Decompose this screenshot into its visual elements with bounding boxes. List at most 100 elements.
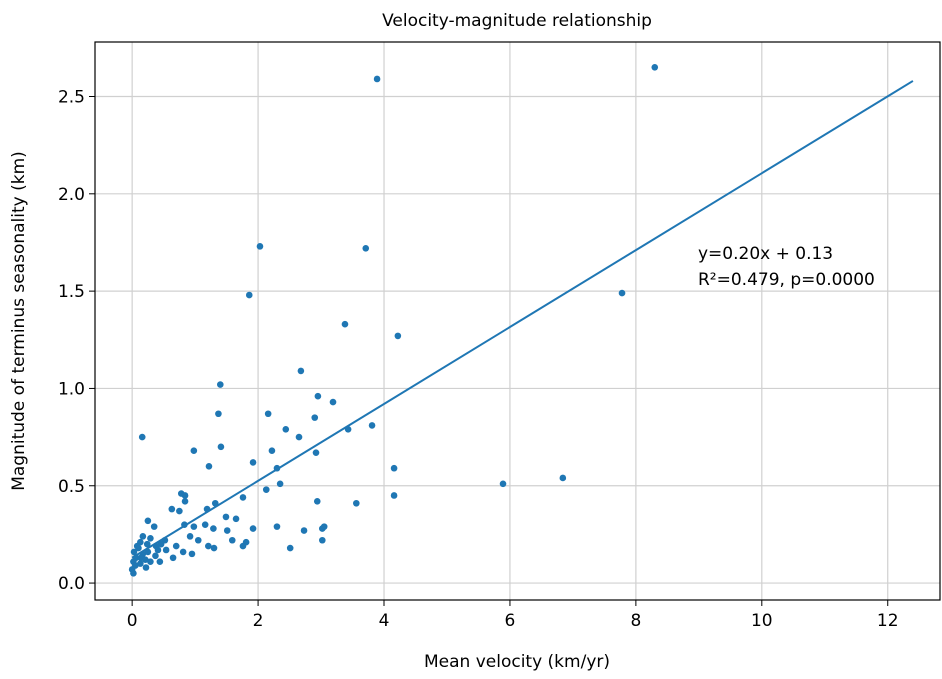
scatter-point: [144, 517, 152, 525]
scatter-point: [362, 245, 370, 252]
scatter-point: [217, 443, 225, 451]
scatter-point: [143, 540, 151, 548]
scatter-point: [205, 462, 213, 470]
scatter-point: [190, 447, 198, 455]
scatter-point: [133, 542, 141, 550]
y-tick-label: 0.0: [58, 574, 85, 594]
scatter-point: [329, 398, 337, 406]
scatter-point: [139, 533, 147, 540]
scatter-point: [300, 527, 308, 534]
scatter-point: [499, 480, 507, 488]
scatter-point: [559, 474, 567, 482]
scatter-point: [228, 536, 236, 544]
scatter-point: [297, 367, 305, 375]
scatter-point: [203, 505, 211, 513]
x-tick-label: 12: [877, 611, 899, 631]
x-tick-label: 0: [127, 611, 138, 631]
annotation: R²=0.479, p=0.0000: [698, 270, 875, 290]
y-tick-label: 1.5: [58, 282, 85, 302]
scatter-point: [394, 332, 402, 340]
scatter-point: [239, 494, 247, 501]
scatter-point: [390, 464, 398, 472]
scatter-point: [245, 291, 253, 299]
scatter-point: [249, 459, 257, 466]
scatter-point: [312, 449, 320, 456]
scatter-point: [215, 410, 222, 418]
y-tick-label: 0.5: [58, 477, 85, 497]
scatter-point: [223, 527, 231, 534]
scatter-point: [341, 320, 349, 328]
scatter-point: [273, 523, 281, 530]
scatter-point: [186, 533, 194, 540]
scatter-point: [373, 75, 381, 83]
x-tick-label: 4: [379, 611, 390, 631]
scatter-point: [222, 513, 230, 521]
scatter-point: [313, 498, 321, 505]
scatter-point: [217, 381, 224, 388]
scatter-point: [390, 492, 398, 499]
scatter-point: [142, 564, 150, 571]
scatter-point: [256, 243, 264, 250]
scatter-point: [295, 433, 303, 441]
scatter-point: [156, 558, 164, 565]
scatter-point: [205, 542, 212, 550]
scatter-point: [152, 542, 160, 550]
scatter-point: [138, 433, 146, 441]
y-tick-label: 2.5: [58, 87, 85, 107]
chart-title: Velocity-magnitude relationship: [382, 11, 652, 31]
plot-frame: [94, 41, 941, 601]
y-tick-label: 2.0: [58, 185, 85, 205]
x-tick-label: 6: [505, 611, 516, 631]
scatter-point: [210, 544, 218, 552]
scatter-point: [651, 64, 659, 71]
scatter-point: [152, 552, 159, 560]
scatter-point: [130, 548, 138, 556]
scatter-point: [618, 289, 626, 297]
x-tick-label: 8: [630, 611, 641, 631]
scatter-point: [201, 521, 209, 528]
scatter-point: [142, 556, 149, 564]
fit-line: [131, 80, 914, 559]
scatter-point: [144, 548, 152, 556]
x-tick-label: 2: [253, 611, 264, 631]
scatter-point: [320, 523, 328, 530]
scatter-point: [147, 558, 154, 565]
scatter-point: [162, 546, 170, 554]
scatter-point: [286, 544, 294, 552]
scatter-point: [181, 498, 189, 505]
scatter-point: [181, 521, 188, 528]
scatter-point: [344, 426, 352, 433]
scatter-point: [179, 548, 187, 556]
y-axis-label: Magnitude of terminus seasonality (km): [9, 151, 29, 491]
scatter-point: [181, 492, 189, 499]
scatter-point: [268, 447, 276, 455]
scatter-point: [232, 515, 240, 523]
scatter-point: [188, 550, 196, 558]
scatter-point: [147, 535, 154, 542]
scatter-point: [311, 414, 319, 421]
scatter-point: [168, 505, 176, 513]
x-axis-label: Mean velocity (km/yr): [424, 652, 610, 672]
scatter-point: [353, 499, 360, 507]
scatter-point: [172, 542, 180, 550]
scatter-point: [273, 464, 281, 472]
annotation: y=0.20x + 0.13: [698, 244, 833, 264]
scatter-point: [176, 507, 183, 515]
y-tick-label: 1.0: [58, 379, 85, 399]
scatter-point: [314, 392, 322, 400]
scatter-point: [157, 540, 165, 548]
scatter-point: [368, 422, 376, 429]
scatter-point: [169, 554, 177, 562]
scatter-point: [249, 525, 257, 532]
scatter-point: [130, 570, 137, 577]
scatter-point: [239, 542, 247, 550]
scatter-point: [211, 499, 219, 507]
scatter-point: [264, 410, 272, 418]
x-tick-label: 10: [751, 611, 773, 631]
scatter-point: [150, 523, 158, 530]
scatter-point: [319, 536, 326, 544]
scatter-point: [276, 480, 284, 488]
scatter-point: [190, 523, 198, 530]
scatter-point: [282, 426, 290, 433]
